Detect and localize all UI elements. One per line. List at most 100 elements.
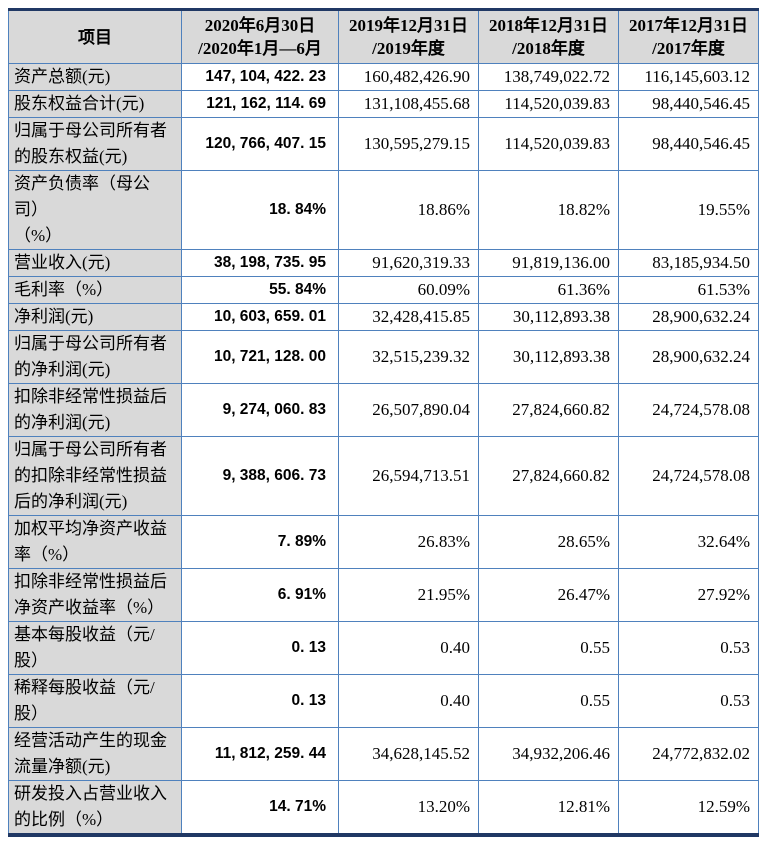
row-label: 经营活动产生的现金 流量净额(元) bbox=[8, 727, 182, 781]
cell-value: 28.65% bbox=[478, 515, 619, 569]
cell-value: 98,440,546.45 bbox=[618, 90, 759, 118]
cell-value: 30,112,893.38 bbox=[478, 330, 619, 384]
cell-value: 114,520,039.83 bbox=[478, 117, 619, 171]
row-label: 稀释每股收益（元/ 股） bbox=[8, 674, 182, 728]
cell-value: 130,595,279.15 bbox=[338, 117, 479, 171]
table-row: 股东权益合计(元) 121, 162, 114. 69 131,108,455.… bbox=[8, 90, 759, 118]
column-header-2018: 2018年12月31日 /2018年度 bbox=[478, 9, 619, 64]
cell-value: 27,824,660.82 bbox=[478, 436, 619, 516]
header-line: 2020年6月30日 bbox=[204, 16, 316, 35]
table-row: 加权平均净资产收益 率（%） 7. 89% 26.83% 28.65% 32.6… bbox=[8, 515, 759, 569]
row-label: 归属于母公司所有者 的扣除非经常性损益 后的净利润(元) bbox=[8, 436, 182, 516]
cell-value: 0.40 bbox=[338, 674, 479, 728]
cell-value: 13.20% bbox=[338, 780, 479, 836]
column-header-2019: 2019年12月31日 /2019年度 bbox=[338, 9, 479, 64]
row-label: 扣除非经常性损益后 的净利润(元) bbox=[8, 383, 182, 437]
table-row: 扣除非经常性损益后 的净利润(元) 9, 274, 060. 83 26,507… bbox=[8, 383, 759, 437]
table-row: 营业收入(元) 38, 198, 735. 95 91,620,319.33 9… bbox=[8, 249, 759, 277]
row-label: 加权平均净资产收益 率（%） bbox=[8, 515, 182, 569]
cell-value: 18. 84% bbox=[181, 170, 339, 250]
table-row: 资产负债率（母公司） （%） 18. 84% 18.86% 18.82% 19.… bbox=[8, 170, 759, 250]
column-header-2020: 2020年6月30日 /2020年1月—6月 bbox=[181, 9, 339, 64]
cell-value: 55. 84% bbox=[181, 276, 339, 304]
financial-summary-table: 项目 2020年6月30日 /2020年1月—6月 2019年12月31日 /2… bbox=[8, 8, 759, 837]
cell-value: 0. 13 bbox=[181, 674, 339, 728]
column-header-item: 项目 bbox=[8, 9, 182, 64]
row-label: 资产负债率（母公司） （%） bbox=[8, 170, 182, 250]
cell-value: 61.53% bbox=[618, 276, 759, 304]
table-row: 扣除非经常性损益后 净资产收益率（%） 6. 91% 21.95% 26.47%… bbox=[8, 568, 759, 622]
table-row: 归属于母公司所有者 的股东权益(元) 120, 766, 407. 15 130… bbox=[8, 117, 759, 171]
cell-value: 0.55 bbox=[478, 674, 619, 728]
cell-value: 116,145,603.12 bbox=[618, 63, 759, 91]
header-line: /2019年度 bbox=[372, 39, 445, 58]
header-line: 2017年12月31日 bbox=[629, 16, 748, 35]
cell-value: 7. 89% bbox=[181, 515, 339, 569]
cell-value: 27,824,660.82 bbox=[478, 383, 619, 437]
cell-value: 24,724,578.08 bbox=[618, 436, 759, 516]
row-label: 股东权益合计(元) bbox=[8, 90, 182, 118]
cell-value: 0.40 bbox=[338, 621, 479, 675]
row-label: 扣除非经常性损益后 净资产收益率（%） bbox=[8, 568, 182, 622]
column-header-2017: 2017年12月31日 /2017年度 bbox=[618, 9, 759, 64]
cell-value: 14. 71% bbox=[181, 780, 339, 836]
cell-value: 114,520,039.83 bbox=[478, 90, 619, 118]
cell-value: 12.81% bbox=[478, 780, 619, 836]
header-line: 项目 bbox=[78, 27, 112, 47]
cell-value: 38, 198, 735. 95 bbox=[181, 249, 339, 277]
cell-value: 138,749,022.72 bbox=[478, 63, 619, 91]
cell-value: 120, 766, 407. 15 bbox=[181, 117, 339, 171]
cell-value: 18.86% bbox=[338, 170, 479, 250]
cell-value: 12.59% bbox=[618, 780, 759, 836]
cell-value: 30,112,893.38 bbox=[478, 303, 619, 331]
table-row: 基本每股收益（元/ 股） 0. 13 0.40 0.55 0.53 bbox=[8, 621, 759, 675]
cell-value: 9, 274, 060. 83 bbox=[181, 383, 339, 437]
cell-value: 61.36% bbox=[478, 276, 619, 304]
cell-value: 0. 13 bbox=[181, 621, 339, 675]
row-label: 净利润(元) bbox=[8, 303, 182, 331]
cell-value: 24,724,578.08 bbox=[618, 383, 759, 437]
cell-value: 26,507,890.04 bbox=[338, 383, 479, 437]
cell-value: 83,185,934.50 bbox=[618, 249, 759, 277]
cell-value: 0.53 bbox=[618, 674, 759, 728]
table-row: 归属于母公司所有者 的扣除非经常性损益 后的净利润(元) 9, 388, 606… bbox=[8, 436, 759, 516]
table-header-row: 项目 2020年6月30日 /2020年1月—6月 2019年12月31日 /2… bbox=[8, 9, 759, 64]
row-label: 归属于母公司所有者 的股东权益(元) bbox=[8, 117, 182, 171]
cell-value: 121, 162, 114. 69 bbox=[181, 90, 339, 118]
header-line: 2019年12月31日 bbox=[349, 16, 468, 35]
row-label: 毛利率（%） bbox=[8, 276, 182, 304]
cell-value: 60.09% bbox=[338, 276, 479, 304]
cell-value: 27.92% bbox=[618, 568, 759, 622]
cell-value: 24,772,832.02 bbox=[618, 727, 759, 781]
table-row: 毛利率（%） 55. 84% 60.09% 61.36% 61.53% bbox=[8, 276, 759, 304]
cell-value: 91,819,136.00 bbox=[478, 249, 619, 277]
cell-value: 34,628,145.52 bbox=[338, 727, 479, 781]
row-label: 基本每股收益（元/ 股） bbox=[8, 621, 182, 675]
cell-value: 10, 603, 659. 01 bbox=[181, 303, 339, 331]
cell-value: 21.95% bbox=[338, 568, 479, 622]
row-label: 研发投入占营业收入 的比例（%） bbox=[8, 780, 182, 836]
cell-value: 160,482,426.90 bbox=[338, 63, 479, 91]
cell-value: 32.64% bbox=[618, 515, 759, 569]
cell-value: 28,900,632.24 bbox=[618, 303, 759, 331]
header-line: /2018年度 bbox=[512, 39, 585, 58]
cell-value: 9, 388, 606. 73 bbox=[181, 436, 339, 516]
cell-value: 28,900,632.24 bbox=[618, 330, 759, 384]
cell-value: 32,428,415.85 bbox=[338, 303, 479, 331]
cell-value: 11, 812, 259. 44 bbox=[181, 727, 339, 781]
cell-value: 91,620,319.33 bbox=[338, 249, 479, 277]
table-row: 资产总额(元) 147, 104, 422. 23 160,482,426.90… bbox=[8, 63, 759, 91]
cell-value: 26,594,713.51 bbox=[338, 436, 479, 516]
header-line: /2020年1月—6月 bbox=[198, 39, 322, 58]
row-label: 资产总额(元) bbox=[8, 63, 182, 91]
cell-value: 147, 104, 422. 23 bbox=[181, 63, 339, 91]
cell-value: 18.82% bbox=[478, 170, 619, 250]
cell-value: 10, 721, 128. 00 bbox=[181, 330, 339, 384]
cell-value: 32,515,239.32 bbox=[338, 330, 479, 384]
cell-value: 0.55 bbox=[478, 621, 619, 675]
table-row: 稀释每股收益（元/ 股） 0. 13 0.40 0.55 0.53 bbox=[8, 674, 759, 728]
row-label: 归属于母公司所有者 的净利润(元) bbox=[8, 330, 182, 384]
header-line: 2018年12月31日 bbox=[489, 16, 608, 35]
cell-value: 98,440,546.45 bbox=[618, 117, 759, 171]
